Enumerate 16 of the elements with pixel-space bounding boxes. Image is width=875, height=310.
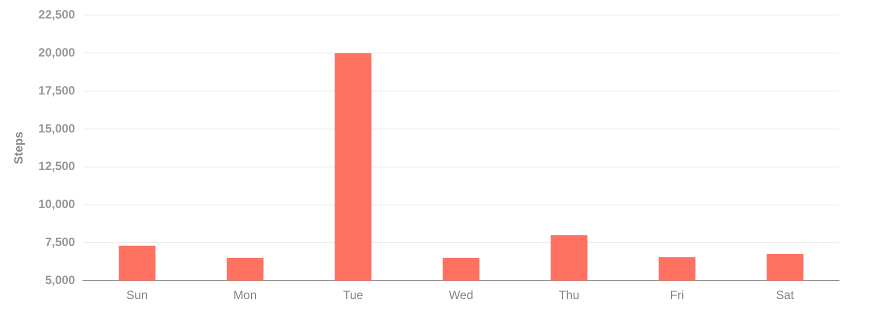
x-tick-label: Sun xyxy=(126,288,148,302)
y-axis-title: Steps xyxy=(12,131,26,164)
y-tick-label: 20,000 xyxy=(38,45,76,60)
y-tick-label: 22,500 xyxy=(38,8,76,22)
y-tick-label: 10,000 xyxy=(38,197,76,212)
y-tick-label: 7,500 xyxy=(45,235,76,249)
x-tick-label: Fri xyxy=(670,288,684,302)
x-tick-label: Wed xyxy=(448,288,474,302)
y-tick-label: 17,500 xyxy=(38,83,76,98)
x-tick-label: Thu xyxy=(558,288,580,302)
y-tick-label: 5,000 xyxy=(45,272,76,287)
x-tick-label: Tue xyxy=(342,288,364,302)
y-tick-label: 12,500 xyxy=(38,159,76,174)
x-tick-label: Sat xyxy=(776,288,795,302)
x-tick-label: Mon xyxy=(233,288,257,302)
y-tick-label: 15,000 xyxy=(38,121,76,136)
